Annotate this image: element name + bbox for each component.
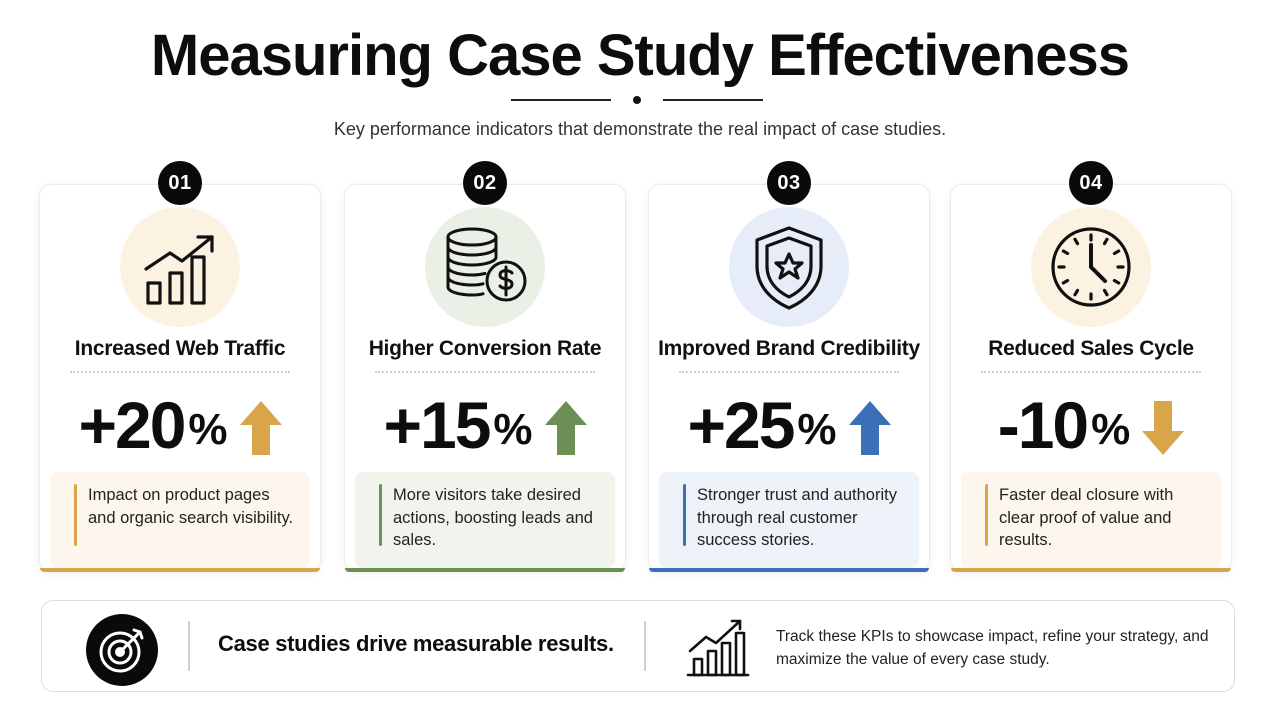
page-title: Measuring Case Study Effectiveness [0, 22, 1280, 89]
card-description: Stronger trust and authority through rea… [659, 472, 919, 568]
metric-value: +20 % [40, 383, 320, 467]
card-description: Impact on product pages and organic sear… [50, 472, 310, 568]
metric-value: +15 % [345, 383, 625, 467]
card-number-badge: 02 [463, 161, 507, 205]
coins-dollar-icon [425, 207, 545, 327]
kpi-card-web-traffic: 01 Increased Web Traffic +20 % Impact on… [39, 184, 321, 572]
summary-headline: Case studies drive measurable results. [218, 631, 614, 657]
card-number-badge: 03 [767, 161, 811, 205]
card-title: Higher Conversion Rate [345, 337, 625, 361]
card-number-badge: 04 [1069, 161, 1113, 205]
kpi-card-brand-credibility: 03 Improved Brand Credibility +25 % Stro… [648, 184, 930, 572]
card-description: Faster deal closure with clear proof of … [961, 472, 1221, 568]
arrow-down-icon [1142, 401, 1184, 455]
card-title: Increased Web Traffic [40, 337, 320, 361]
arrow-up-icon [849, 401, 891, 455]
growth-chart-icon [120, 207, 240, 327]
card-description: More visitors take desired actions, boos… [355, 472, 615, 568]
page-subtitle: Key performance indicators that demonstr… [0, 119, 1280, 140]
title-divider [0, 93, 1280, 107]
kpi-card-sales-cycle: 04 Reduced Sales Cycle -10 % Faster deal… [950, 184, 1232, 572]
target-icon [86, 614, 158, 686]
shield-star-icon [729, 207, 849, 327]
card-number-badge: 01 [158, 161, 202, 205]
summary-banner: Case studies drive measurable results. T… [41, 600, 1235, 692]
arrow-up-icon [545, 401, 587, 455]
card-title: Reduced Sales Cycle [951, 337, 1231, 361]
bar-growth-icon [686, 617, 750, 682]
clock-icon [1031, 207, 1151, 327]
arrow-up-icon [240, 401, 282, 455]
card-title: Improved Brand Credibility [649, 337, 929, 361]
kpi-card-conversion-rate: 02 Higher Conversion Rate +15 % More vis… [344, 184, 626, 572]
metric-value: -10 % [951, 383, 1231, 467]
metric-value: +25 % [649, 383, 929, 467]
summary-note: Track these KPIs to showcase impact, ref… [776, 625, 1216, 671]
